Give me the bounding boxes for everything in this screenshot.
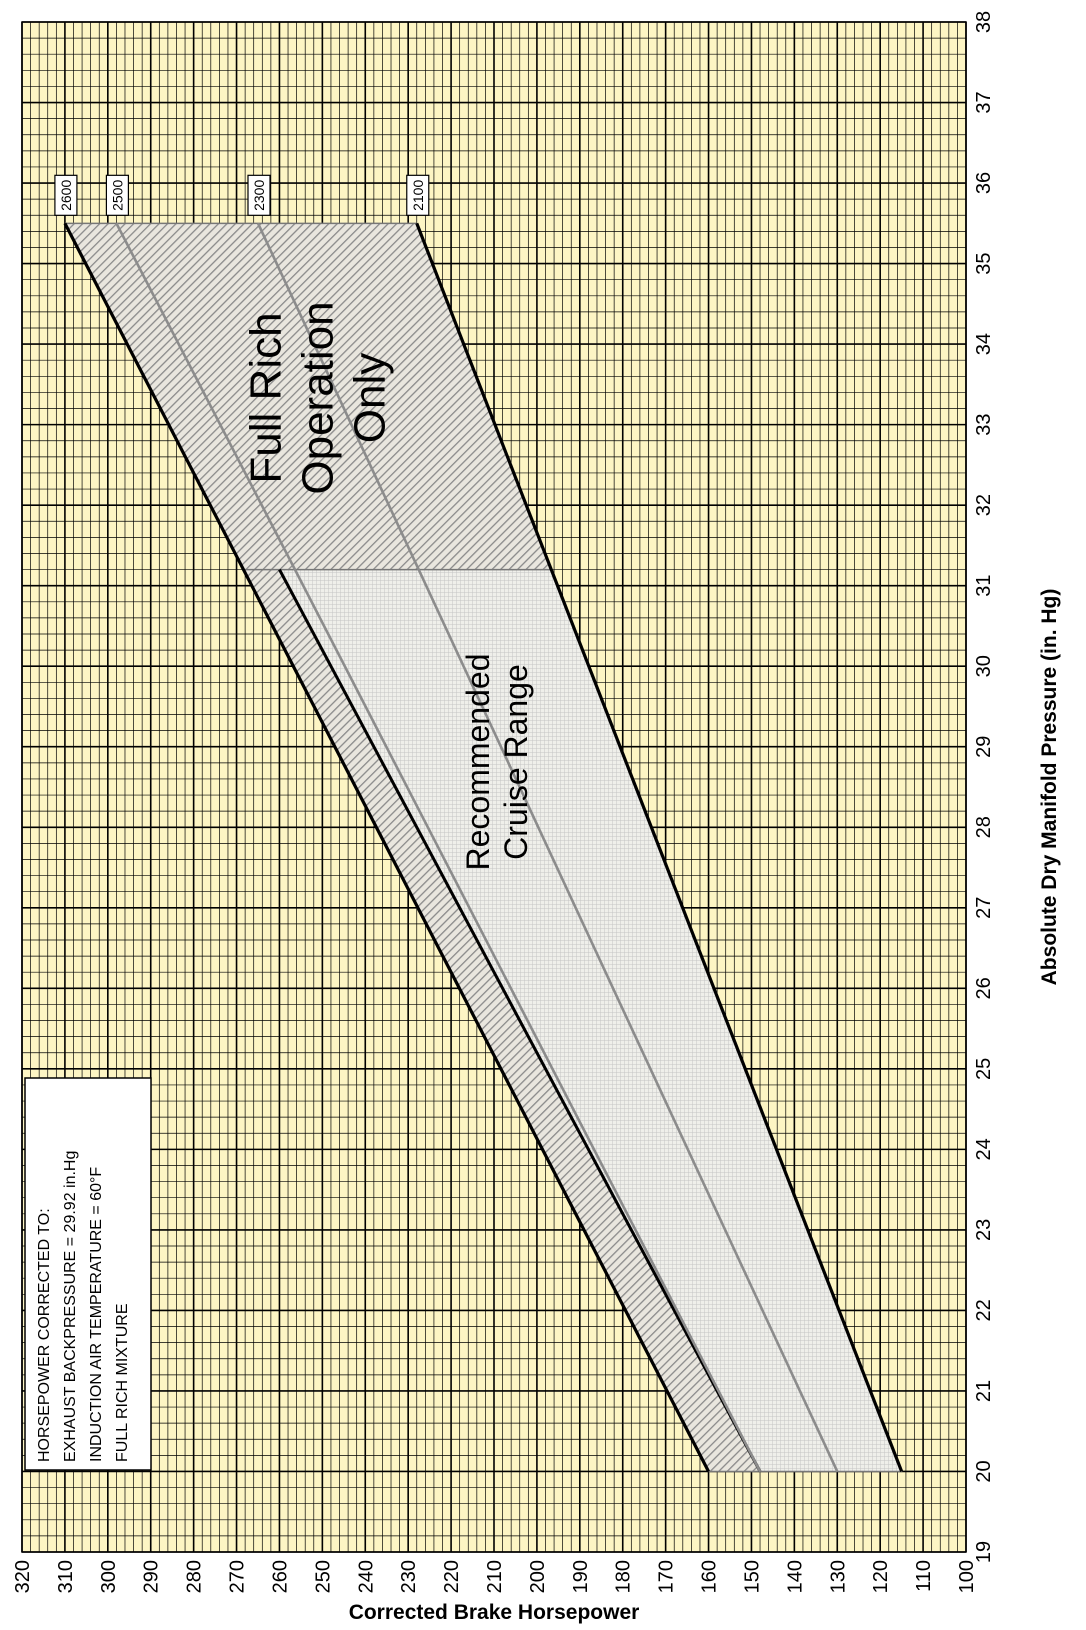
y-tick-label: 260 — [269, 1560, 291, 1593]
series-lines — [63, 222, 904, 1473]
series-label-box — [54, 174, 78, 216]
y-tick-label: 130 — [827, 1560, 849, 1593]
cruise-range-label-line: Recommended — [460, 654, 496, 871]
cruise-upper-boundary-line — [278, 568, 762, 1473]
y-tick-label: 100 — [956, 1560, 978, 1593]
y-tick-label: 230 — [398, 1560, 420, 1593]
x-tick-label: 36 — [973, 172, 995, 194]
x-tick-label: 25 — [973, 1058, 995, 1080]
y-tick-label: 290 — [141, 1560, 163, 1593]
series-label-box — [247, 174, 271, 216]
x-tick-label: 35 — [973, 252, 995, 274]
region-labels: Full Rich Operation Only Recommended Cruise … — [241, 301, 534, 870]
x-tick-labels: 19 20 21 22 23 24 25 26 27 28 29 30 31 32 33 34 35 36 37 38 — [973, 11, 995, 1563]
x-tick-label: 26 — [973, 977, 995, 999]
y-tick-label: 180 — [613, 1560, 635, 1593]
series-label-2500: 2500 — [105, 174, 130, 216]
series-label-2100: 2100 — [406, 174, 430, 216]
x-tick-label: 27 — [973, 897, 995, 919]
series-label-text: 2500 — [109, 180, 125, 211]
series-line-2500 — [115, 222, 762, 1473]
x-tick-label: 31 — [973, 575, 995, 597]
full-rich-label-line: Full Rich — [241, 312, 290, 483]
x-tick-label: 19 — [973, 1541, 995, 1563]
x-tick-label: 20 — [973, 1460, 995, 1482]
y-tick-label: 240 — [355, 1560, 377, 1593]
note-line: EXHAUST BACKPRESSURE = 29.92 in.Hg — [62, 1151, 79, 1462]
y-axis-label: Corrected Brake Horsepower — [349, 1601, 640, 1624]
x-tick-label: 22 — [973, 1299, 995, 1321]
series-line-2300 — [256, 222, 839, 1473]
note-line: HORSEPOWER CORRECTED TO: — [36, 1208, 53, 1462]
series-line-2100 — [415, 222, 904, 1473]
y-tick-label: 140 — [784, 1560, 806, 1593]
plot-frame — [21, 21, 967, 1553]
cruise-range-label-line: Cruise Range — [498, 664, 534, 860]
note-box: HORSEPOWER CORRECTED TO: EXHAUST BACKPRES… — [24, 1077, 152, 1471]
series-label-2600: 2600 — [54, 174, 78, 216]
y-tick-label: 280 — [184, 1560, 206, 1593]
x-axis-label: Absolute Dry Manifold Pressure (in. Hg) — [1038, 589, 1061, 986]
series-label-box — [406, 174, 430, 216]
full-rich-label: Full Rich Operation Only — [241, 301, 394, 494]
y-tick-label: 210 — [484, 1560, 506, 1593]
y-tick-label: 120 — [870, 1560, 892, 1593]
full-rich-label-line: Operation — [293, 301, 342, 494]
note-box-frame — [24, 1077, 152, 1471]
y-tick-label: 150 — [741, 1560, 763, 1593]
series-label-text: 2300 — [251, 180, 267, 211]
x-tick-label: 29 — [973, 736, 995, 758]
series-label-text: 2100 — [410, 180, 426, 211]
y-tick-label: 110 — [913, 1560, 935, 1592]
series-label-text: 2600 — [58, 180, 74, 211]
series-line-2600 — [63, 222, 710, 1473]
x-tick-label: 21 — [973, 1380, 995, 1402]
x-tick-label: 23 — [973, 1219, 995, 1241]
x-tick-label: 32 — [973, 494, 995, 516]
x-tick-label: 28 — [973, 816, 995, 838]
y-tick-labels: 100 110 120 130 140 150 160 170 180 190 200 210 220 2… — [12, 1560, 978, 1593]
series-labels: 2600 2500 2300 2100 — [54, 174, 430, 216]
y-tick-label: 320 — [12, 1560, 34, 1593]
y-tick-label: 200 — [527, 1560, 549, 1593]
y-tick-label: 310 — [55, 1560, 77, 1593]
x-tick-label: 34 — [973, 333, 995, 355]
y-tick-label: 190 — [570, 1560, 592, 1593]
x-tick-label: 24 — [973, 1138, 995, 1160]
y-tick-label: 160 — [699, 1560, 721, 1593]
x-tick-label: 33 — [973, 414, 995, 436]
y-tick-label: 170 — [656, 1560, 678, 1593]
y-tick-label: 270 — [227, 1560, 249, 1593]
hatched-band — [243, 569, 761, 1472]
note-line: FULL RICH MIXTURE — [114, 1303, 131, 1462]
full-rich-region — [64, 223, 552, 570]
full-rich-label-line: Only — [345, 353, 394, 443]
series-label-2300: 2300 — [247, 174, 271, 216]
regions — [64, 222, 903, 1473]
note-line: INDUCTION AIR TEMPERATURE = 60°F — [88, 1167, 105, 1462]
x-tick-label: 38 — [973, 11, 995, 33]
y-tick-label: 250 — [312, 1560, 334, 1593]
x-tick-label: 30 — [973, 655, 995, 677]
x-tick-label: 37 — [973, 91, 995, 113]
series-label-box — [105, 174, 130, 216]
cruise-range-label: Recommended Cruise Range — [460, 654, 534, 871]
y-tick-label: 220 — [441, 1560, 463, 1593]
y-tick-label: 300 — [98, 1560, 120, 1593]
note-text-group: HORSEPOWER CORRECTED TO: EXHAUST BACKPRES… — [36, 1151, 131, 1462]
